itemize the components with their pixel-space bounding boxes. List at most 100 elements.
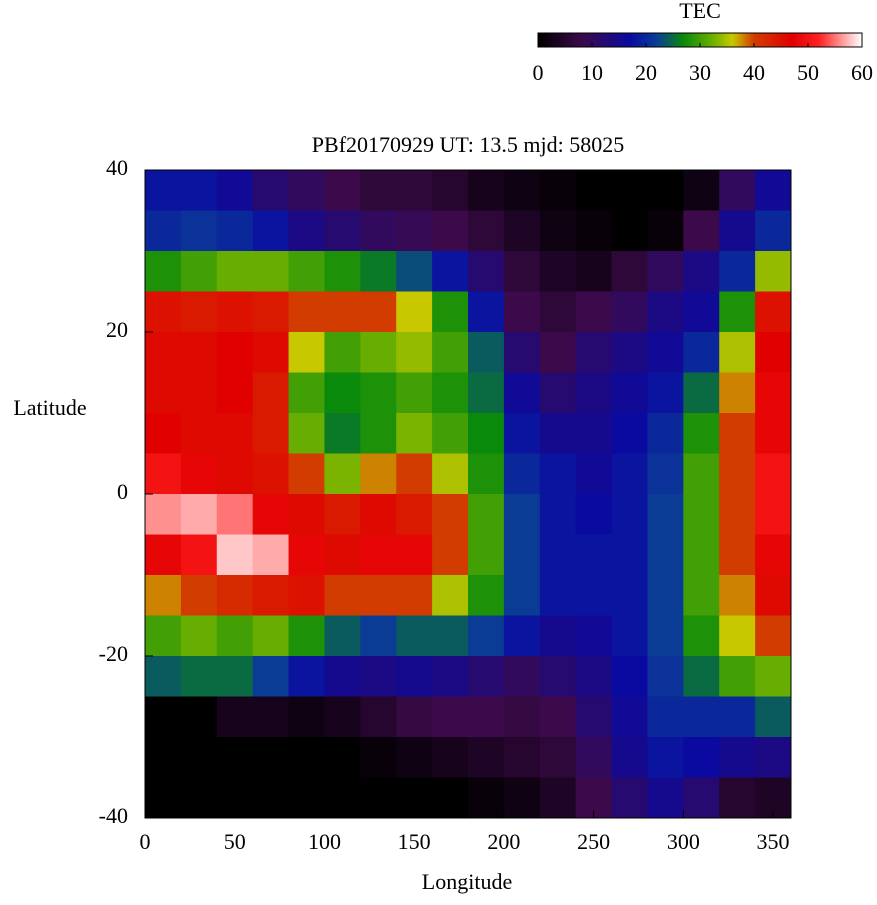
x-tick-label: 200 (487, 829, 520, 854)
heat-cell (647, 737, 684, 778)
heat-cell (216, 615, 254, 657)
heat-cell (216, 170, 254, 211)
heat-cell (647, 534, 684, 576)
heat-cell (503, 777, 541, 819)
y-tick-label: -20 (99, 641, 128, 666)
heat-cell (360, 696, 397, 738)
heat-cell (683, 413, 720, 454)
heat-cell (755, 291, 792, 333)
heat-cell (432, 534, 469, 576)
heat-cell (324, 251, 361, 292)
heat-cell (575, 494, 613, 535)
heat-cell (575, 210, 613, 252)
heat-cell (503, 413, 541, 454)
heat-cell (216, 494, 254, 535)
heat-cell (360, 615, 397, 657)
x-tick-label: 350 (757, 829, 790, 854)
heat-cell (468, 737, 505, 778)
heat-cell (575, 696, 613, 738)
heat-cell (503, 494, 541, 535)
heat-cell (288, 170, 325, 211)
heat-cell (539, 413, 577, 454)
heat-cell (647, 575, 684, 616)
heat-cell (252, 413, 290, 454)
heat-cell (539, 696, 577, 738)
heat-cell (324, 332, 361, 373)
heat-cell (145, 494, 182, 535)
heat-cell (396, 696, 433, 738)
heat-cell (611, 453, 648, 495)
colorbar-tick-label: 60 (851, 60, 873, 85)
heat-cell (611, 170, 648, 211)
heat-cell (575, 332, 613, 373)
heat-cell (324, 453, 361, 495)
heat-cell (503, 575, 541, 616)
heat-cell (611, 777, 648, 819)
heat-cell (396, 210, 433, 252)
colorbar-tick-label: 50 (797, 60, 819, 85)
heat-cell (503, 534, 541, 576)
heat-cell (145, 777, 182, 819)
heat-cell (216, 534, 254, 576)
heat-cell (683, 737, 720, 778)
colorbar-tick-label: 20 (635, 60, 657, 85)
heat-cell (683, 696, 720, 738)
heat-cell (145, 656, 182, 697)
heat-cell (396, 332, 433, 373)
heat-cell (432, 170, 469, 211)
heat-cell (288, 332, 325, 373)
heat-cell (755, 696, 792, 738)
heat-cell (647, 656, 684, 697)
heat-cell (575, 413, 613, 454)
heat-cell (360, 494, 397, 535)
heat-cell (180, 696, 218, 738)
heat-cell (719, 413, 756, 454)
colorbar-title: TEC (679, 0, 721, 23)
heat-cell (216, 210, 254, 252)
heat-cell (396, 575, 433, 616)
heat-cell (647, 777, 684, 819)
heat-cell (719, 291, 756, 333)
heat-cell (288, 494, 325, 535)
heat-cell (683, 372, 720, 414)
heat-cell (575, 251, 613, 292)
heat-cell (683, 251, 720, 292)
x-tick-label: 300 (667, 829, 700, 854)
heat-cell (288, 251, 325, 292)
colorbar-tick-label: 30 (689, 60, 711, 85)
heat-cell (252, 372, 290, 414)
heat-cell (468, 332, 505, 373)
heat-cell (145, 372, 182, 414)
heat-cell (252, 210, 290, 252)
heat-cell (360, 575, 397, 616)
heat-cell (539, 453, 577, 495)
heat-cell (539, 534, 577, 576)
heat-cell (683, 210, 720, 252)
heat-cell (432, 777, 469, 819)
heat-cell (503, 170, 541, 211)
heat-cell (755, 494, 792, 535)
heat-cell (324, 170, 361, 211)
heat-cell (145, 291, 182, 333)
heat-cell (611, 372, 648, 414)
heat-cell (575, 291, 613, 333)
heat-cell (432, 251, 469, 292)
heat-cell (145, 210, 182, 252)
heat-cell (180, 777, 218, 819)
heat-cell (252, 656, 290, 697)
heat-cell (575, 656, 613, 697)
heat-cell (755, 615, 792, 657)
heat-cell (252, 696, 290, 738)
heat-cell (288, 696, 325, 738)
heat-cell (468, 494, 505, 535)
heat-cell (683, 170, 720, 211)
heat-cell (360, 737, 397, 778)
heat-cell (180, 494, 218, 535)
heat-cell (719, 332, 756, 373)
heat-cell (503, 332, 541, 373)
heat-cell (647, 332, 684, 373)
heat-cell (288, 656, 325, 697)
heat-cell (611, 696, 648, 738)
heat-cell (683, 777, 720, 819)
heat-cell (503, 291, 541, 333)
